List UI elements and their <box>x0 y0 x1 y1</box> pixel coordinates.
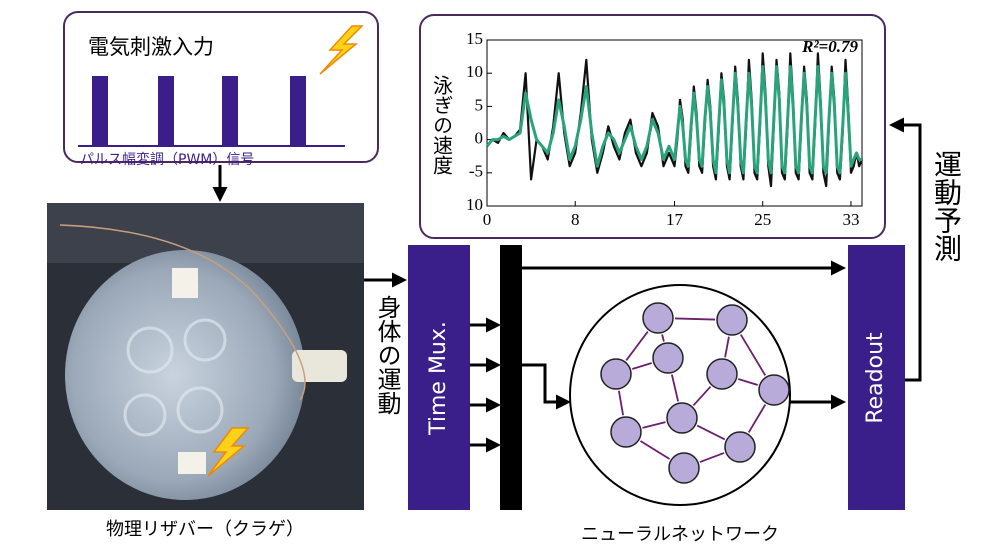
lightning-icon <box>207 427 250 477</box>
edge <box>674 317 716 321</box>
input-title: 電気刺激入力 <box>88 35 214 59</box>
wire <box>59 224 306 401</box>
y-axis-label: 泳ぎの速度 <box>430 75 454 175</box>
edge <box>739 334 767 376</box>
series-line <box>485 65 862 175</box>
device <box>292 350 347 382</box>
edge <box>696 424 726 441</box>
readout-label: Readout <box>863 332 888 424</box>
x-tick-label: 25 <box>754 210 771 229</box>
x-tick-label: 17 <box>666 210 684 229</box>
edge <box>625 331 649 361</box>
arrows <box>470 317 501 453</box>
edge <box>692 385 712 407</box>
electrode <box>172 268 198 298</box>
y-tick-label: -5 <box>469 162 483 181</box>
mux-label: Time Mux. <box>426 321 451 436</box>
edge <box>661 334 665 342</box>
readout-box <box>848 245 905 510</box>
neuron <box>724 431 756 463</box>
edge <box>639 440 671 460</box>
edge <box>642 421 666 429</box>
neuron <box>610 416 642 448</box>
electrode <box>178 452 206 474</box>
y-tick-label: 0 <box>475 129 484 148</box>
input-bus <box>500 245 522 510</box>
neuron <box>716 304 748 336</box>
output-label: 運動予測 <box>930 150 963 262</box>
edge <box>670 374 680 402</box>
y-tick-label: 5 <box>475 95 484 114</box>
neuron <box>758 374 790 406</box>
edge <box>631 362 653 370</box>
x-tick-label: 33 <box>842 210 859 229</box>
edge <box>618 390 624 416</box>
jellyfish-gonads <box>123 318 227 437</box>
neuron <box>668 452 700 484</box>
reservoir-caption: 物理リザバー（クラゲ） <box>106 519 304 540</box>
edge <box>747 404 767 433</box>
x-tick-label: 0 <box>483 210 492 229</box>
network-caption: ニューラルネットワーク <box>581 524 779 545</box>
arrow <box>522 363 571 410</box>
neuron <box>642 302 674 334</box>
y-tick-label: 15 <box>466 29 483 48</box>
neuron <box>652 342 684 374</box>
y-tick-label: 10 <box>466 195 483 214</box>
mux-box <box>408 245 470 510</box>
jellyfish <box>65 250 305 500</box>
annotation: R²=0.79 <box>801 37 858 56</box>
edge <box>724 336 730 358</box>
pulse-bars <box>92 76 306 146</box>
edge <box>737 378 759 386</box>
lightning-icon <box>319 25 364 75</box>
pwm-label: パルス幅変調（PWM）信号 <box>80 151 254 168</box>
x-tick-label: 8 <box>571 210 580 229</box>
arrow <box>889 117 922 382</box>
y-tick-label: 10 <box>466 62 483 81</box>
neuron <box>600 358 632 390</box>
neuron <box>666 402 698 434</box>
motion-label: 身体の運動 <box>373 295 401 415</box>
network <box>600 302 790 484</box>
edge <box>699 452 725 463</box>
neuron <box>706 358 738 390</box>
